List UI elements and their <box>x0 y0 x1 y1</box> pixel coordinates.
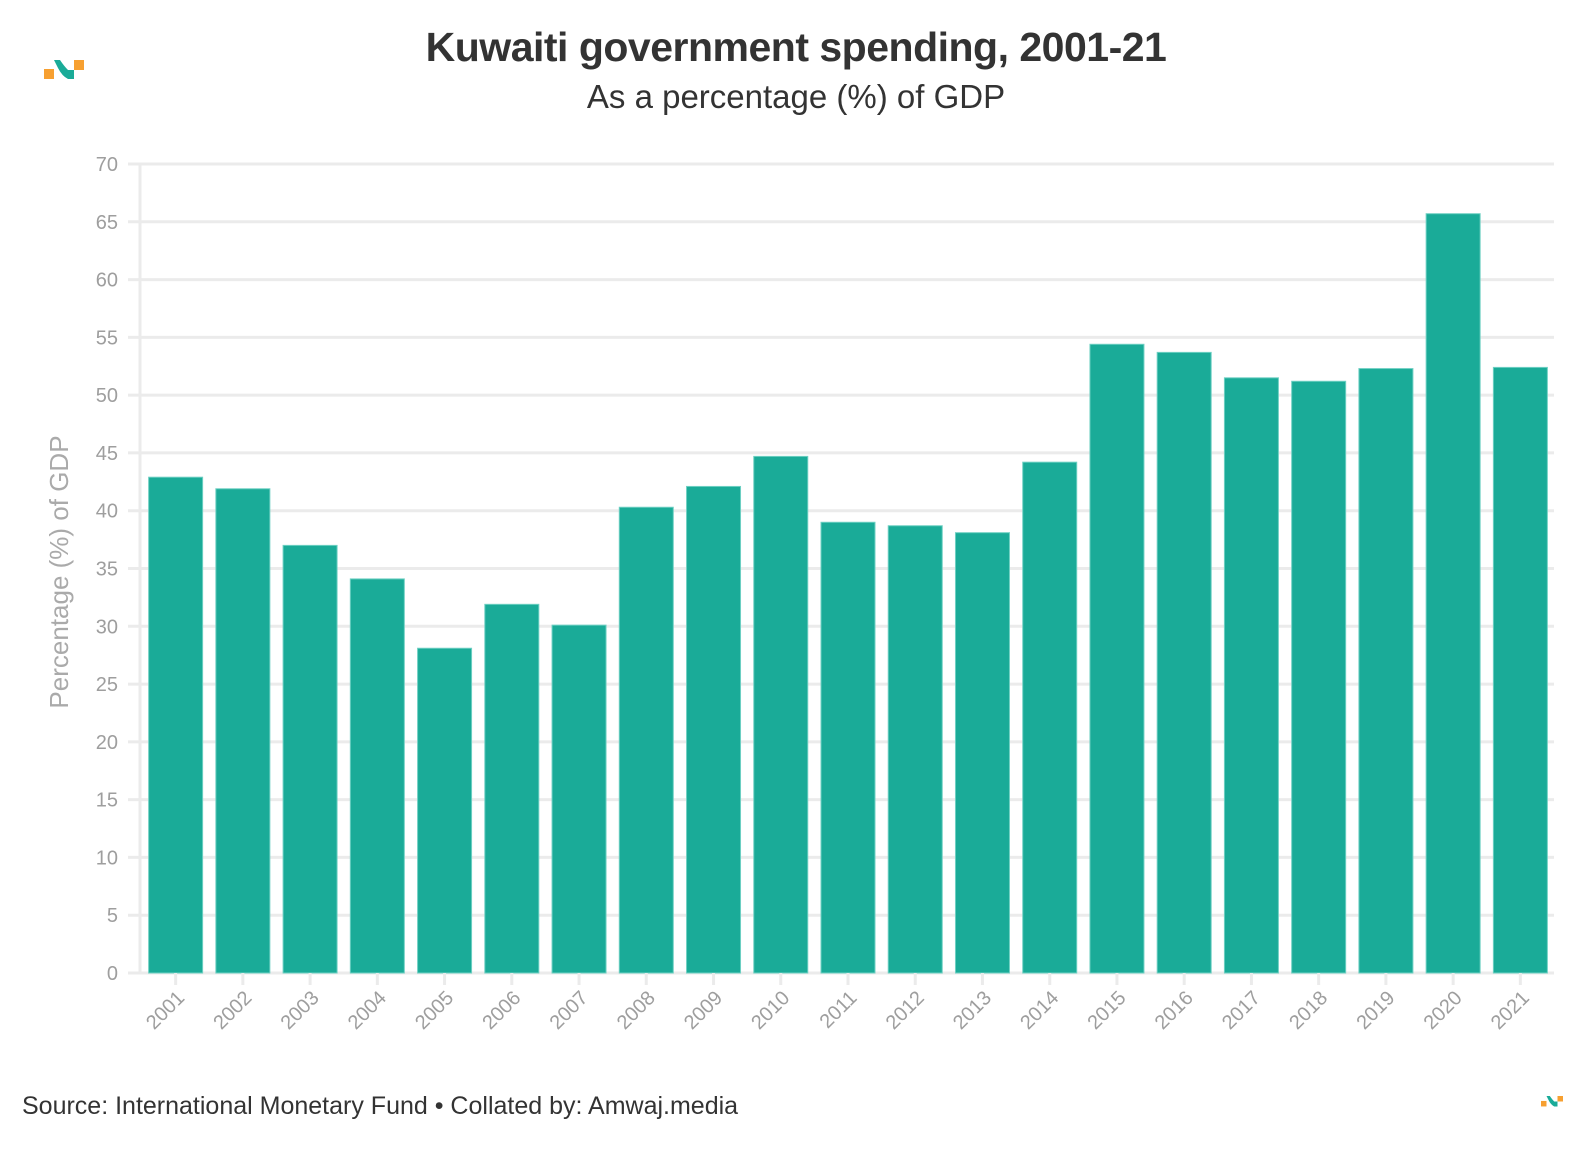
chart-subtitle: As a percentage (%) of GDP <box>586 78 1006 115</box>
bar-2002[interactable] <box>215 488 271 974</box>
x-tick-label: 2020 <box>1420 987 1467 1034</box>
y-tick-label: 55 <box>96 327 118 349</box>
x-tick-label: 2004 <box>344 987 391 1034</box>
y-tick-label: 15 <box>96 790 118 812</box>
bar-2013[interactable] <box>954 532 1010 974</box>
y-tick-label: 35 <box>96 559 118 581</box>
bar-2011[interactable] <box>820 521 876 974</box>
logo-orange-square-left <box>44 69 54 79</box>
bar-2021[interactable] <box>1492 366 1548 974</box>
y-tick-label: 10 <box>96 847 118 869</box>
x-tick-label: 2018 <box>1285 987 1332 1034</box>
x-tick-label: 2009 <box>680 987 727 1034</box>
y-tick-label: 65 <box>96 212 118 234</box>
x-tick-label: 2021 <box>1487 987 1534 1034</box>
x-tick-label: 2017 <box>1218 987 1265 1034</box>
amwaj-logo-small-icon <box>1541 1096 1563 1107</box>
x-tick-label: 2012 <box>882 987 929 1034</box>
x-tick-label: 2008 <box>613 987 660 1034</box>
x-tick-label: 2013 <box>949 987 996 1034</box>
y-tick-label: 50 <box>96 385 118 407</box>
x-tick-label: 2014 <box>1016 987 1063 1034</box>
y-tick-label: 25 <box>96 674 118 696</box>
y-tick-label: 5 <box>107 905 118 927</box>
bar-2014[interactable] <box>1022 461 1078 974</box>
x-tick-label: 2015 <box>1083 987 1130 1034</box>
y-tick-label: 20 <box>96 732 118 754</box>
bar-2019[interactable] <box>1358 368 1414 974</box>
x-tick-label: 2010 <box>747 987 794 1034</box>
source-footer: Source: International Monetary Fund • Co… <box>22 1092 739 1120</box>
x-tick-label: 2003 <box>277 987 324 1034</box>
bar-2012[interactable] <box>887 525 943 974</box>
bar-2017[interactable] <box>1223 377 1279 974</box>
bar-2016[interactable] <box>1156 351 1212 974</box>
y-axis-label: Percentage (%) of GDP <box>44 435 74 708</box>
y-tick-label: 60 <box>96 270 118 292</box>
y-tick-label: 70 <box>96 154 118 176</box>
y-tick-label: 45 <box>96 443 118 465</box>
y-tick-label: 0 <box>107 963 118 985</box>
bar-2020[interactable] <box>1425 213 1481 974</box>
bar-2007[interactable] <box>551 624 607 974</box>
bar-2018[interactable] <box>1291 380 1347 974</box>
y-tick-label: 30 <box>96 616 118 638</box>
x-tick-label: 2006 <box>478 987 525 1034</box>
bar-2001[interactable] <box>148 476 204 974</box>
chart-title: Kuwaiti government spending, 2001-21 <box>425 24 1167 70</box>
x-tick-label: 2005 <box>411 987 458 1034</box>
x-axis-ticks: 2001 2002 2003 2004 2005 2006 2007 2008 2009 2010… <box>142 973 1534 1034</box>
bar-2009[interactable] <box>686 485 742 974</box>
x-tick-label: 2002 <box>209 987 256 1034</box>
x-tick-label: 2007 <box>546 987 593 1034</box>
bar-2004[interactable] <box>349 578 405 974</box>
bar-2006[interactable] <box>484 603 540 974</box>
x-tick-label: 2011 <box>816 987 862 1033</box>
bar-2015[interactable] <box>1089 343 1145 974</box>
x-tick-label: 2016 <box>1151 987 1198 1034</box>
bar-2008[interactable] <box>618 506 674 974</box>
x-tick-label: 2019 <box>1352 987 1399 1034</box>
y-tick-label: 40 <box>96 501 118 523</box>
logo-teal-stroke <box>54 60 74 79</box>
amwaj-logo-icon <box>44 60 84 79</box>
logo-orange-square-right <box>74 60 84 70</box>
bars <box>148 213 1548 974</box>
bar-2003[interactable] <box>282 544 338 974</box>
bar-2005[interactable] <box>417 647 473 974</box>
y-axis-ticks: 0 5 10 15 20 25 30 35 40 45 50 55 60 65 70 <box>96 154 118 985</box>
bar-2010[interactable] <box>753 455 809 974</box>
x-tick-label: 2001 <box>142 987 189 1034</box>
